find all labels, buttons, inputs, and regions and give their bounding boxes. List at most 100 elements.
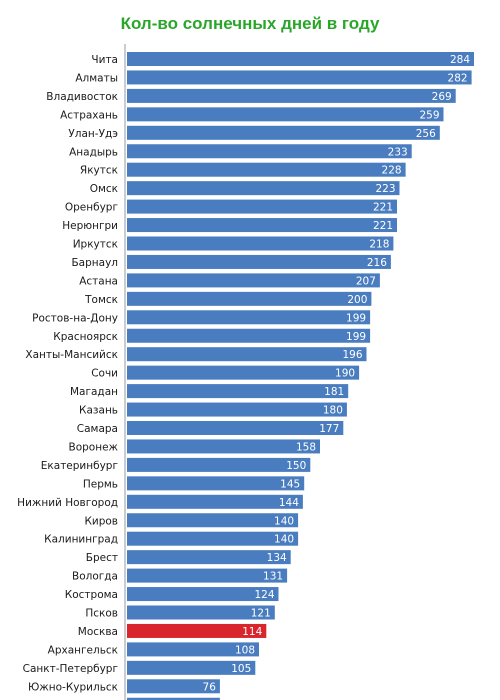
- value-label: 121: [251, 608, 271, 620]
- bar: [127, 254, 391, 269]
- category-label: Вологда: [72, 571, 118, 583]
- value-label: 131: [263, 571, 283, 583]
- bar: [127, 623, 267, 638]
- bar: [127, 52, 474, 66]
- value-label: 221: [373, 202, 393, 214]
- value-label: 140: [274, 515, 294, 527]
- bar: [127, 291, 372, 306]
- value-label: 190: [335, 368, 355, 380]
- bar: [127, 439, 320, 454]
- value-label: 228: [382, 165, 402, 177]
- value-label: 199: [346, 312, 366, 324]
- category-label: Омск: [90, 183, 118, 195]
- category-label: Оренбург: [65, 202, 118, 214]
- bar: [127, 476, 305, 491]
- category-label: Улан-Удэ: [68, 128, 118, 140]
- value-label: 145: [280, 478, 300, 490]
- bar: [127, 328, 371, 343]
- category-label: Пермь: [83, 478, 118, 490]
- value-label: 181: [324, 386, 344, 398]
- category-label: Магадан: [70, 386, 118, 398]
- bar: [127, 70, 472, 85]
- value-label: 216: [367, 257, 387, 269]
- bar: [127, 605, 275, 620]
- bar: [127, 384, 349, 399]
- value-label: 105: [231, 663, 251, 675]
- bar: [127, 457, 311, 472]
- value-label: 76: [203, 681, 217, 693]
- category-label: Сочи: [91, 368, 118, 380]
- bar: [127, 125, 440, 140]
- category-label: Ростов-на-Дону: [32, 312, 118, 324]
- bar: [127, 273, 380, 288]
- bar: [127, 642, 259, 657]
- bar: [127, 107, 444, 122]
- value-label: 223: [375, 183, 395, 195]
- bar: [127, 218, 397, 233]
- category-label: Нерюнгри: [62, 220, 118, 232]
- value-label: 218: [369, 239, 389, 251]
- bar: [127, 162, 406, 177]
- category-label: Южно-Курильск: [28, 681, 118, 693]
- value-label: 207: [356, 275, 376, 287]
- bar: [127, 310, 371, 325]
- category-label: Архангельск: [48, 644, 118, 656]
- bar: [127, 494, 303, 509]
- value-label: 200: [347, 294, 367, 306]
- value-label: 124: [254, 589, 274, 601]
- value-label: 256: [416, 128, 436, 140]
- category-label: Астрахань: [60, 109, 118, 121]
- bar: [127, 550, 291, 565]
- bar: [127, 236, 394, 251]
- category-label: Иркутск: [73, 239, 118, 251]
- category-label: Ханты-Мансийск: [25, 349, 118, 361]
- value-label: 282: [448, 72, 468, 84]
- category-label: Нижний Новгород: [17, 497, 118, 509]
- value-label: 269: [432, 91, 452, 103]
- category-label: Псков: [85, 608, 118, 620]
- category-label: Барнаул: [71, 257, 118, 269]
- value-label: 140: [274, 534, 294, 546]
- category-label: Самара: [77, 423, 118, 435]
- category-label: Красноярск: [53, 331, 118, 343]
- value-label: 180: [323, 405, 343, 417]
- chart-title: Кол-во солнечных дней в году: [120, 14, 380, 33]
- category-label: Брест: [86, 552, 118, 564]
- value-label: 259: [419, 109, 439, 121]
- bar: [127, 568, 288, 583]
- value-label: 284: [450, 54, 470, 66]
- value-label: 221: [373, 220, 393, 232]
- category-label: Кострома: [65, 589, 118, 601]
- bar: [127, 347, 367, 362]
- category-label: Чита: [91, 54, 118, 66]
- value-label: 177: [319, 423, 339, 435]
- category-label: Астана: [79, 275, 118, 287]
- category-label: Москва: [78, 626, 118, 638]
- category-label: Томск: [84, 294, 118, 306]
- category-label: Екатеринбург: [41, 460, 118, 472]
- category-label: Калининград: [44, 534, 118, 546]
- value-label: 134: [267, 552, 287, 564]
- category-label: Казань: [79, 405, 118, 417]
- bar: [127, 144, 412, 159]
- category-label: Санкт-Петербург: [23, 663, 118, 675]
- bar: [127, 88, 456, 103]
- value-label: 199: [346, 331, 366, 343]
- category-label: Киров: [84, 515, 118, 527]
- value-label: 158: [296, 441, 316, 453]
- bars-group: Чита 284 Алматы 282 Владивосток 269 Астрахань 2…: [17, 52, 474, 700]
- category-label: Алматы: [75, 72, 118, 84]
- category-label: Воронеж: [68, 441, 118, 453]
- bar: [127, 199, 397, 214]
- bar: [127, 181, 400, 196]
- bar: [127, 697, 220, 700]
- value-label: 144: [279, 497, 299, 509]
- category-label: Владивосток: [46, 91, 118, 103]
- category-label: Якутск: [80, 165, 118, 177]
- bar: [127, 531, 299, 546]
- bar: [127, 421, 344, 435]
- bar: [127, 679, 220, 694]
- value-label: 108: [235, 644, 255, 656]
- bar: [127, 587, 279, 602]
